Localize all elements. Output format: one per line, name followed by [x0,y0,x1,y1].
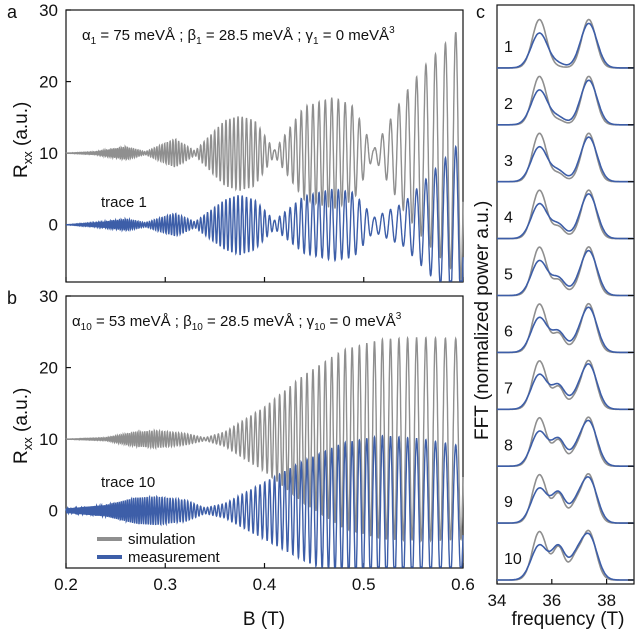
panel-c-frame [496,4,635,585]
panel-b-xlabel: B (T) [243,609,285,630]
panel-label-a: a [7,2,18,22]
fft-simulation-trace-6 [497,302,634,354]
simulation-trace [65,31,464,282]
fft-measurement-trace-10 [497,532,634,581]
fft-simulation-trace-8 [497,416,634,467]
panel-c-xlabel: frequency (T) [512,609,625,630]
fft-simulation-trace-4 [497,189,634,240]
fft-trace-number: 2 [504,96,513,113]
ytick-label: 20 [39,359,58,378]
panel-a: 0 10 20 30 α1 = 75 meVÅ ; β1 = 28.5 meVÅ ; … [11,1,464,283]
ytick-label: 30 [39,287,58,306]
fft-trace-number: 7 [504,380,513,397]
xtick-label: 0.2 [54,575,78,594]
fft-xtick-label: 36 [542,591,561,610]
fft-trace-number: 4 [504,210,513,227]
ytick-label: 20 [39,73,58,92]
fft-measurement-trace-3 [497,136,634,183]
panel-b-ylabel: Rxx (a.u.) [11,388,35,464]
fft-simulation-trace-1 [497,18,634,69]
fft-xtick-label: 34 [488,591,507,610]
panel-a-params: α1 = 75 meVÅ ; β1 = 28.5 meVÅ ; γ1 = 0 m… [82,25,395,47]
fft-measurement-trace-1 [497,22,634,69]
panel-b-params: α10 = 53 meVÅ ; β10 = 28.5 meVÅ ; γ10 = … [72,311,402,333]
ytick-label: 0 [49,502,58,521]
legend: simulation measurement [97,531,221,566]
fft-simulation-trace-7 [497,359,634,411]
panel-label-c: c [476,2,485,22]
fft-ylabel: FFT (normalized power a.u.) [472,201,493,440]
ytick-label: 0 [49,216,58,235]
fft-simulation-trace-5 [497,246,634,297]
xtick-label: 0.4 [253,575,277,594]
ytick-label: 30 [39,1,58,20]
fft-measurement-trace-8 [497,419,634,467]
fft-trace-number: 8 [504,437,513,454]
xtick-label: 0.5 [352,575,376,594]
measurement-trace [66,144,464,282]
fft-trace-number: 1 [504,39,513,56]
fft-trace-number: 5 [504,267,513,284]
panel-label-b: b [7,288,17,308]
fft-measurement-trace-6 [497,306,634,354]
fft-trace-number: 3 [504,153,513,170]
legend-simulation-label: simulation [128,531,196,548]
fft-trace-number: 6 [504,323,513,340]
legend-measurement-label: measurement [128,549,221,566]
ytick-label: 10 [39,144,58,163]
fft-simulation-trace-9 [497,472,634,524]
fft-measurement-trace-5 [497,249,634,297]
fft-measurement-trace-4 [497,193,634,240]
panel-a-ylabel: Rxx (a.u.) [11,102,35,178]
measurement-trace [65,434,464,569]
fft-trace-number: 9 [504,494,513,511]
fft-trace-number: 10 [504,551,522,568]
panel-a-trace-label: trace 1 [101,194,147,211]
fft-measurement-trace-9 [497,476,634,524]
panel-b-trace-label: trace 10 [101,474,155,491]
fft-xtick-label: 38 [597,591,616,610]
fft-measurement-trace-7 [497,363,634,411]
xtick-label: 0.3 [153,575,177,594]
fft-simulation-trace-2 [497,75,634,126]
fft-measurement-trace-2 [497,79,634,126]
panel-b: 0 10 20 30 0.2 0.3 0.4 0.5 0.6 α10 = 53 meVÅ ; … [11,287,475,630]
simulation-trace [65,335,464,543]
ytick-label: 10 [39,430,58,449]
xtick-label: 0.6 [451,575,475,594]
